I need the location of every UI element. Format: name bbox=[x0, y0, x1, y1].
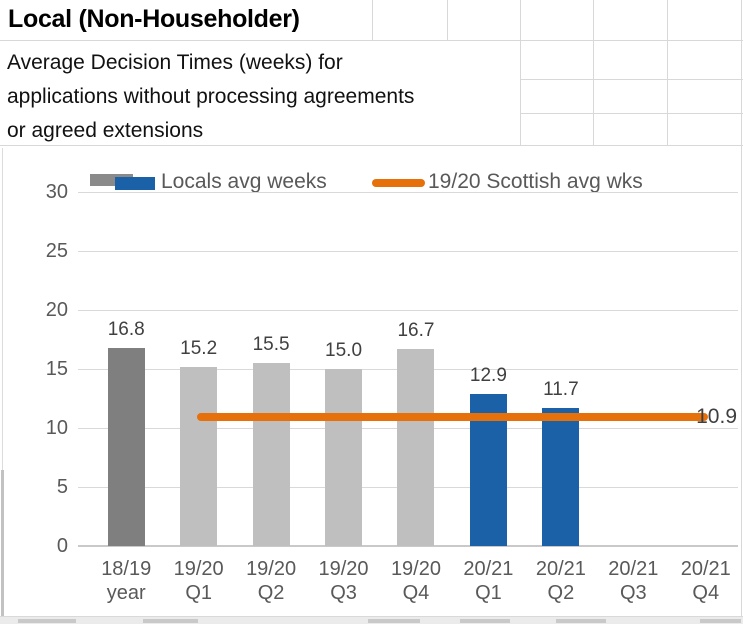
bottom-cell-stub bbox=[460, 619, 510, 623]
y-axis-tick-label: 5 bbox=[56, 476, 68, 498]
chart-border-left-shadow bbox=[1, 470, 4, 618]
cell-gridline bbox=[0, 145, 743, 146]
cell-gridline bbox=[520, 0, 521, 145]
x-axis-label: 18/19 year bbox=[90, 557, 162, 605]
x-axis-label-line: Q1 bbox=[185, 582, 212, 604]
x-axis-label: 19/20 Q3 bbox=[308, 557, 380, 605]
y-axis-tick-label: 30 bbox=[45, 181, 68, 203]
x-axis-line bbox=[78, 545, 738, 547]
x-axis-label: 19/20 Q4 bbox=[380, 557, 452, 605]
x-axis-label: 20/21 Q3 bbox=[597, 557, 669, 605]
cell-gridline bbox=[667, 0, 668, 145]
bottom-cell-stub bbox=[143, 619, 198, 623]
x-axis-label-line: 20/21 bbox=[535, 558, 586, 580]
bar[interactable] bbox=[542, 407, 580, 546]
x-axis-label: 20/21 Q4 bbox=[670, 557, 742, 605]
subtitle-line: applications without processing agreemen… bbox=[7, 85, 415, 108]
y-axis-tick-label: 25 bbox=[45, 240, 68, 262]
cell-gridline bbox=[0, 40, 743, 41]
x-axis-label-line: Q3 bbox=[330, 582, 357, 604]
x-axis-label-line: 19/20 bbox=[390, 558, 441, 580]
gridline bbox=[78, 310, 738, 311]
x-axis-label-line: 18/19 bbox=[101, 558, 152, 580]
cell-gridline bbox=[520, 113, 743, 114]
bottom-cell-stub bbox=[368, 619, 420, 623]
bar[interactable] bbox=[397, 348, 435, 546]
bar-value-label: 16.7 bbox=[397, 319, 435, 341]
gridline bbox=[78, 192, 738, 193]
x-axis-label: 20/21 Q2 bbox=[525, 557, 597, 605]
x-axis-label: 19/20 Q1 bbox=[163, 557, 235, 605]
legend-line-key[interactable] bbox=[372, 179, 425, 187]
legend-label-line: 19/20 Scottish avg wks bbox=[428, 170, 643, 193]
x-axis-label-line: Q4 bbox=[692, 582, 720, 604]
subtitle-line: or agreed extensions bbox=[7, 119, 204, 142]
chart-subtitle: Average Decision Times (weeks) for appli… bbox=[7, 46, 414, 148]
y-axis-tick-label: 10 bbox=[45, 417, 68, 439]
bar[interactable] bbox=[252, 363, 290, 546]
bar-value-label: 16.8 bbox=[107, 318, 145, 340]
x-axis-label: 19/20 Q2 bbox=[235, 557, 307, 605]
y-axis-tick-label: 20 bbox=[45, 299, 68, 321]
cell-gridline bbox=[372, 0, 373, 40]
subtitle-line: Average Decision Times (weeks) for bbox=[7, 51, 343, 74]
bottom-cell-stub bbox=[18, 619, 76, 623]
gridline bbox=[78, 251, 738, 252]
bar-value-label: 15.2 bbox=[180, 337, 218, 359]
x-axis-label-line: 19/20 bbox=[173, 558, 224, 580]
x-axis-label: 20/21 Q1 bbox=[452, 557, 524, 605]
bottom-cell-stub bbox=[556, 619, 606, 623]
cell-gridline bbox=[593, 0, 594, 145]
x-axis-label-line: Q4 bbox=[402, 582, 430, 604]
bottom-cell-stub bbox=[700, 619, 741, 623]
x-axis-label-line: 19/20 bbox=[318, 558, 369, 580]
y-axis-tick-label: 0 bbox=[56, 535, 68, 557]
x-axis-label-line: 19/20 bbox=[246, 558, 297, 580]
bar[interactable] bbox=[325, 369, 363, 546]
page-title: Local (Non-Householder) bbox=[8, 5, 300, 33]
bar-value-label: 12.9 bbox=[469, 364, 507, 386]
x-axis-label-line: Q2 bbox=[547, 582, 575, 604]
chart-object[interactable]: Locals avg weeks 19/20 Scottish avg wks … bbox=[4, 148, 740, 616]
cell-gridline bbox=[520, 79, 743, 80]
legend-swatch-blue[interactable] bbox=[115, 177, 155, 190]
legend-label-bars: Locals avg weeks bbox=[161, 170, 327, 193]
x-axis-label-line: 20/21 bbox=[608, 558, 659, 580]
x-axis-label-line: year bbox=[106, 582, 146, 604]
bar-value-label: 15.0 bbox=[325, 340, 363, 361]
bar-value-label: 11.7 bbox=[543, 378, 579, 400]
line-end-label: 10.9 bbox=[696, 405, 737, 429]
x-axis-label-line: 20/21 bbox=[463, 558, 514, 580]
scottish-avg-line[interactable] bbox=[196, 413, 708, 422]
chart-border-left bbox=[2, 148, 3, 616]
bar[interactable] bbox=[180, 366, 218, 546]
x-axis-label-line: Q3 bbox=[619, 582, 647, 604]
cell-gridline bbox=[447, 0, 448, 40]
bar-value-label: 15.5 bbox=[252, 334, 290, 356]
y-axis-tick-label: 15 bbox=[45, 358, 68, 380]
bar[interactable] bbox=[107, 347, 145, 546]
x-axis-label-line: 20/21 bbox=[680, 558, 731, 580]
cell-gridline bbox=[741, 0, 742, 624]
x-axis-label-line: Q1 bbox=[475, 582, 502, 604]
x-axis-label-line: Q2 bbox=[257, 582, 285, 604]
